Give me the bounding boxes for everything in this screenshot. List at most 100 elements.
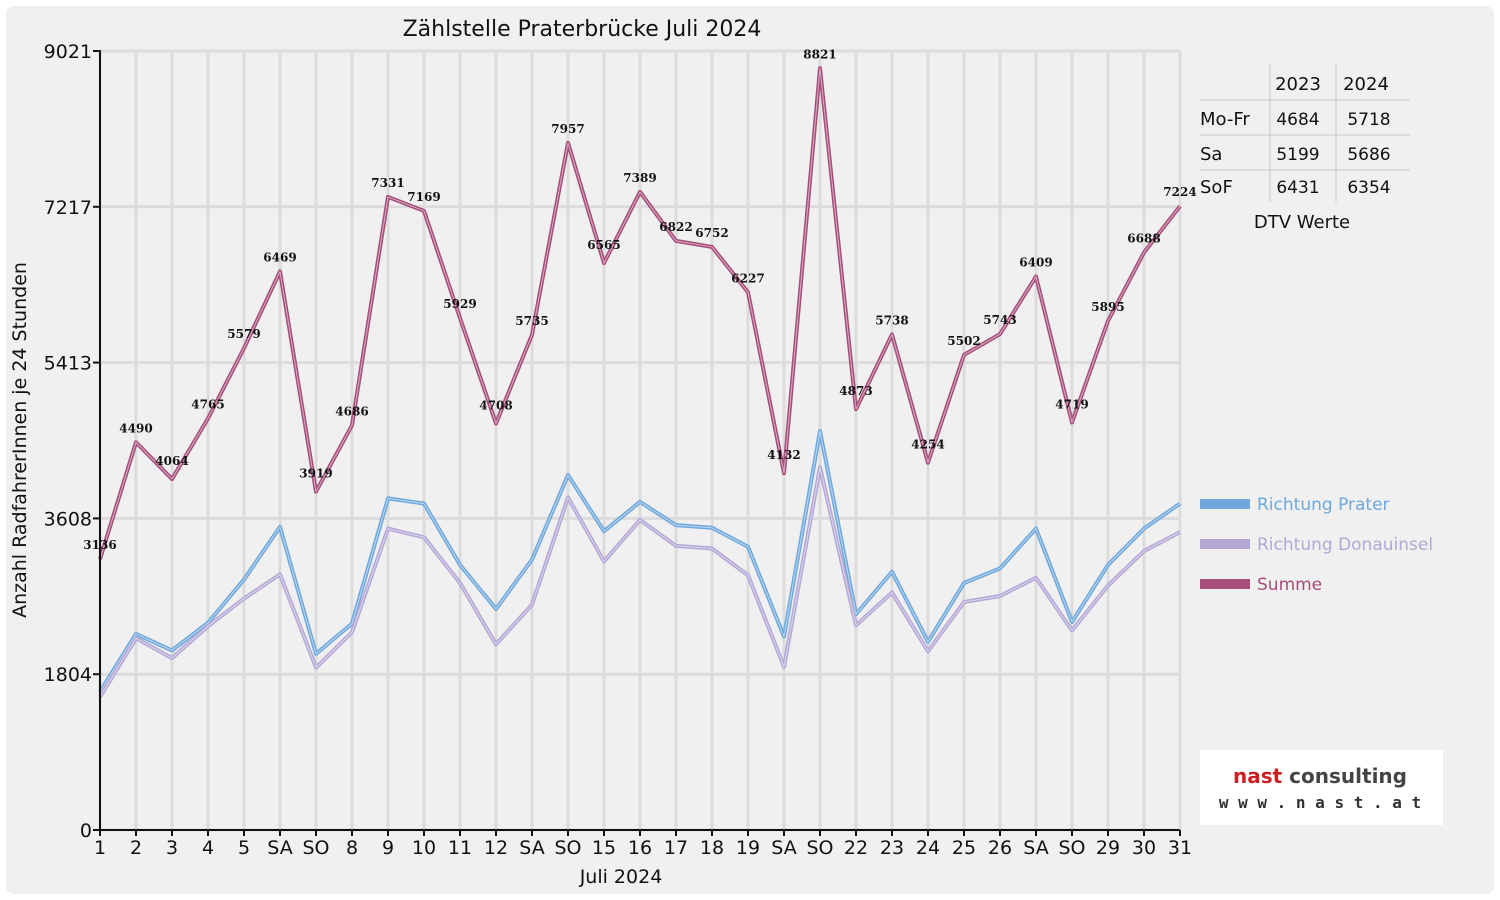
x-tick-label: 26 (988, 837, 1012, 859)
y-tick-labels: 0 1804 3608 5413 7217 9021 (44, 41, 100, 842)
data-label: 5929 (443, 297, 476, 311)
x-tick-label: 31 (1168, 837, 1192, 859)
y-tick-label: 5413 (44, 353, 92, 375)
data-label: 4064 (155, 454, 188, 468)
data-label: 6565 (587, 238, 620, 252)
legend-swatch (1200, 539, 1250, 549)
data-label: 6409 (1019, 256, 1052, 270)
y-tick-label: 3608 (44, 508, 92, 530)
x-tick-label: 22 (844, 837, 868, 859)
data-label: 7224 (1163, 185, 1196, 199)
x-tick-label: SO (806, 837, 833, 859)
data-label: 5743 (983, 313, 1016, 327)
x-tick-label: 17 (664, 837, 688, 859)
table-cell: 5718 (1347, 110, 1390, 130)
data-label: 5502 (947, 334, 980, 348)
table-header-2024: 2024 (1343, 74, 1389, 95)
y-tick-label: 9021 (44, 41, 92, 63)
dtv-table: 2023 2024 Mo-Fr 4684 5718 Sa 5199 5686 S… (1200, 64, 1410, 233)
x-tick-label: 12 (484, 837, 508, 859)
x-tick-label: 11 (448, 837, 472, 859)
table-header-2023: 2023 (1275, 74, 1321, 95)
data-label: 7957 (551, 122, 584, 136)
y-tick-label: 7217 (44, 197, 92, 219)
data-label: 4686 (335, 404, 368, 418)
x-axis-label: Juli 2024 (579, 866, 663, 888)
x-tick-label: 2 (130, 837, 142, 859)
data-label: 6227 (731, 271, 764, 285)
table-cell: 6431 (1276, 178, 1319, 198)
x-tick-label: 16 (628, 837, 652, 859)
x-tick-label: 4 (202, 837, 214, 859)
data-label: 5895 (1091, 300, 1124, 314)
series-summe (98, 66, 1182, 560)
data-label: 6688 (1127, 231, 1160, 245)
table-cell: 6354 (1347, 178, 1390, 198)
data-label: 7331 (371, 176, 404, 190)
data-label: 3919 (299, 467, 332, 481)
table-cell: 4684 (1276, 110, 1319, 130)
data-label: 5579 (227, 327, 260, 341)
data-label: 6752 (695, 226, 728, 240)
logo: nast consulting w w w . n a s t . a t (1200, 750, 1443, 825)
legend-label: Richtung Donauinsel (1257, 535, 1433, 555)
data-label: 4765 (191, 398, 224, 412)
x-tick-label: 15 (592, 837, 616, 859)
series-donauinsel (98, 465, 1181, 699)
data-label: 4490 (119, 421, 152, 435)
x-tick-label: SO (302, 837, 329, 859)
data-label: 3136 (83, 538, 116, 552)
x-tick-label: 29 (1096, 837, 1120, 859)
data-labels: 3136 4490 4064 4765 5579 6469 3919 4686 73317169… (83, 47, 1196, 552)
data-label: 6822 (659, 220, 692, 234)
table-row-label: Sa (1200, 144, 1222, 165)
logo-word-consulting: consulting (1289, 764, 1407, 788)
data-label: 4708 (479, 398, 512, 412)
logo-word-nast: nast (1233, 764, 1289, 788)
data-label: 7169 (407, 190, 440, 204)
series-prater (98, 429, 1182, 693)
x-tick-label: 3 (166, 837, 178, 859)
x-tick-label: 19 (736, 837, 760, 859)
logo-url: w w w . n a s t . a t (1219, 793, 1421, 812)
x-tick-label: SO (554, 837, 581, 859)
table-caption: DTV Werte (1254, 212, 1350, 233)
y-axis-label: Anzahl RadfahrerInnen je 24 Stunden (9, 262, 31, 618)
x-tick-label: 25 (952, 837, 976, 859)
table-row-label: Mo-Fr (1200, 109, 1250, 130)
legend-swatch (1200, 499, 1250, 509)
x-tick-label: 8 (346, 837, 358, 859)
y-tick-label: 0 (80, 820, 92, 842)
series-line-highlight (99, 430, 1181, 693)
x-tick-label: SA (267, 837, 292, 859)
data-label: 5738 (875, 314, 908, 328)
logo-box (1200, 750, 1443, 825)
x-tick-label: 1 (94, 837, 106, 859)
x-tick-label: 18 (700, 837, 724, 859)
x-tick-label: 10 (412, 837, 436, 859)
legend-label: Summe (1257, 575, 1322, 595)
series-line-highlight (99, 67, 1181, 560)
grid (98, 49, 1182, 832)
data-label: 6469 (263, 250, 296, 264)
legend-swatch (1200, 579, 1250, 589)
legend-label: Richtung Prater (1257, 495, 1390, 515)
data-label: 5735 (515, 314, 548, 328)
table-cell: 5199 (1276, 145, 1319, 165)
legend: Richtung Prater Richtung Donauinsel Summe (1200, 495, 1433, 595)
x-tick-label: 9 (382, 837, 394, 859)
y-tick-label: 1804 (44, 664, 92, 686)
x-tick-label: SA (1023, 837, 1048, 859)
logo-text: nast consulting (1233, 764, 1407, 788)
x-tick-label: SA (519, 837, 544, 859)
x-tick-label: SO (1058, 837, 1085, 859)
data-label: 7389 (623, 171, 656, 185)
series-layer (98, 66, 1182, 699)
data-label: 4132 (767, 448, 800, 462)
table-cell: 5686 (1347, 145, 1390, 165)
series-line-highlight (99, 466, 1181, 698)
chart-title: Zählstelle Praterbrücke Juli 2024 (403, 17, 762, 42)
table-row-label: SoF (1200, 177, 1233, 198)
chart-frame (6, 6, 1494, 894)
